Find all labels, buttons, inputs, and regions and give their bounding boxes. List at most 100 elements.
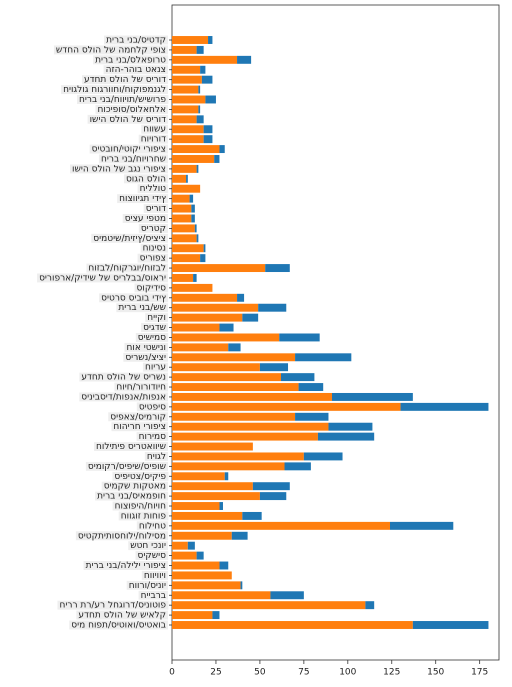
bar-segment <box>172 95 206 104</box>
y-tick-label: עדחת סלוה לש סירוד <box>84 75 166 85</box>
bar-segment <box>172 392 332 401</box>
y-tick-label: חוניסנ <box>143 244 166 254</box>
label-background <box>123 352 168 362</box>
y-tick-label: חוצופיה/חויוח <box>115 502 166 512</box>
label-background <box>143 204 169 214</box>
label-background <box>142 362 168 372</box>
label-background <box>114 382 169 392</box>
label-background <box>37 273 168 283</box>
y-tick-label: סיניבסיד/תופנא/תופנא <box>81 392 166 402</box>
bar-segment <box>172 214 192 223</box>
bar-segment <box>172 353 296 362</box>
bar-segment <box>196 164 199 173</box>
bar-segment <box>172 521 390 530</box>
bar-segment <box>172 343 229 352</box>
bar-segment <box>201 75 213 84</box>
bar-segment <box>172 502 220 510</box>
bar-segment <box>172 452 304 461</box>
bar-segment <box>231 531 248 540</box>
bar-segment <box>172 541 188 550</box>
y-tick-label: חוצוויגת ידיץ <box>119 194 166 204</box>
y-tick-label: סיפאצ/סימרוק <box>110 412 166 422</box>
bar-segment <box>172 472 225 481</box>
bar-segment <box>279 333 320 342</box>
bar-segment <box>198 85 201 94</box>
bar-segment <box>172 244 204 253</box>
bar-segment <box>172 422 329 431</box>
label-background <box>98 154 168 164</box>
bar-segment <box>196 234 199 243</box>
y-tick-label: סירטק <box>141 224 166 234</box>
bar-segment <box>298 383 324 391</box>
bar-segment <box>252 482 290 491</box>
x-tick-label: 175 <box>471 668 488 678</box>
label-background <box>137 184 169 194</box>
bar-segment <box>242 511 262 520</box>
bar-segment <box>172 621 413 629</box>
label-background <box>116 303 168 313</box>
y-tick-label: חוהירח ירופיצ <box>113 422 166 432</box>
x-tick-label: 25 <box>210 668 221 678</box>
label-background <box>112 471 169 481</box>
label-background <box>118 511 169 521</box>
bar-segment <box>172 591 271 600</box>
bar-segment <box>172 274 194 282</box>
label-background <box>141 570 168 580</box>
bar-segment <box>219 561 229 570</box>
bar-segment <box>172 145 220 154</box>
bar-segment <box>295 412 329 421</box>
bar-segment <box>196 115 204 124</box>
y-tick-label: תירב ינב/הלילי ירופיצ <box>86 561 166 571</box>
y-tick-label: שדחה סלוה לש המחלק יפוצ <box>56 45 166 55</box>
bar-segment <box>212 611 220 620</box>
bar-segment <box>258 303 287 312</box>
bar-segment <box>194 224 197 233</box>
y-tick-label: חיוגלוג חוגרווחו/חוקופמנגל <box>63 85 166 95</box>
y-tick-label: סוגה סלוה <box>126 174 166 184</box>
bar-segment <box>242 313 259 322</box>
y-tick-label: ושיה סלוה לש בגנ ירופיצ <box>72 164 166 174</box>
bar-segment <box>237 55 252 64</box>
bar-segment <box>172 65 201 74</box>
bar-segment <box>172 174 187 183</box>
bar-segment <box>196 551 204 560</box>
y-tick-label: חייקו <box>147 313 166 323</box>
label-background <box>145 313 168 323</box>
label-background <box>99 293 169 303</box>
bar-segment <box>172 164 197 173</box>
label-background <box>122 214 168 223</box>
label-background <box>57 600 169 610</box>
bar-segment <box>172 55 238 64</box>
label-background <box>136 402 169 412</box>
y-tick-label: עדחת סלוה לש שיאלק <box>78 611 166 621</box>
bar-segment <box>265 264 290 273</box>
y-tick-label: חויח/רורודויח <box>116 383 166 393</box>
bar-segment <box>191 204 195 213</box>
label-background <box>104 35 168 45</box>
bar-segment <box>219 502 223 510</box>
bar-segment <box>281 373 315 382</box>
bar-segment <box>172 492 260 501</box>
y-tick-label: סיטקתיתוסחולי/חוליסמ <box>78 531 166 541</box>
label-background <box>85 461 168 471</box>
y-tick-label: חויורוד <box>141 135 166 145</box>
label-background <box>134 283 169 293</box>
y-tick-label: עדחת סלוה לש סירשנ <box>81 373 166 383</box>
y-tick-label: הזה-רהוב טאנצ <box>106 65 166 75</box>
y-tick-label: חייברב <box>141 591 166 601</box>
label-background <box>140 243 168 253</box>
bar-segment <box>189 194 194 203</box>
y-tick-label: סיטפיס <box>139 402 166 412</box>
bar-segment <box>412 621 489 629</box>
label-background <box>141 323 168 332</box>
bar-segment <box>303 452 343 461</box>
label-background <box>138 134 169 144</box>
bar-segment <box>172 313 243 322</box>
bar-segment <box>172 511 243 520</box>
bar-segment <box>172 45 197 54</box>
bar-segment <box>295 353 352 362</box>
bar-segment <box>191 214 195 223</box>
label-background <box>111 422 168 432</box>
y-tick-label: חוושע <box>143 125 166 135</box>
